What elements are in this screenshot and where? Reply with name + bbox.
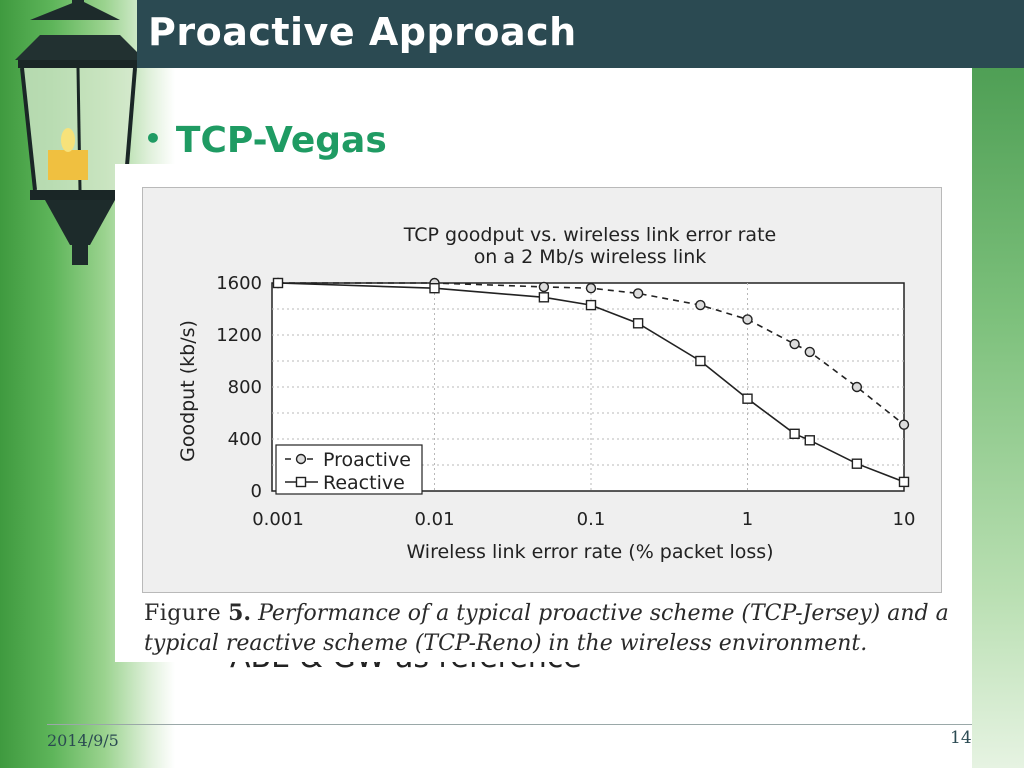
reactive-point [789,428,800,439]
reactive-point [851,458,863,469]
chart-title-line2: on a 2 Mb/s wireless link [474,246,707,268]
y-tick-label: 0 [251,481,262,502]
x-tick-label: 0.1 [577,509,606,530]
reactive-point [272,277,284,289]
reactive-point [429,283,440,294]
reactive-point [898,476,910,488]
reactive-legend-label: Reactive [323,472,405,494]
slide-title: Proactive Approach [148,10,577,54]
footer-date: 2014/9/5 [47,731,119,750]
reactive-point [538,292,550,303]
proactive-point [585,283,597,294]
proactive-legend-marker [295,453,307,465]
figure-caption: Figure 5. Performance of a typical proac… [144,598,964,659]
proactive-point [804,346,815,358]
y-tick-label: 800 [228,377,262,398]
y-tick-label: 1600 [216,273,262,294]
proactive-point [538,281,550,293]
right-decorative-band [972,68,1024,768]
x-tick-label: 10 [893,509,916,530]
reactive-point [742,393,753,404]
footer-divider [47,724,972,725]
y-tick-label: 400 [228,429,262,450]
proactive-point [898,419,910,430]
figure-number: 5. [228,600,252,626]
x-tick-label: 0.01 [414,509,454,530]
page-number: 14 [950,728,972,748]
bullet-text: TCP-Vegas [175,120,387,161]
figure-caption-text: Performance of a typical proactive schem… [144,601,949,656]
reactive-point [585,299,597,311]
reactive-legend-marker [295,476,307,488]
x-tick-label: 0.001 [252,509,304,530]
proactive-point [851,381,863,393]
proactive-point [742,314,753,325]
reactive-point [695,355,706,367]
bullet-dot: • [144,122,162,155]
x-axis-label: Wireless link error rate (% packet loss) [406,541,773,563]
proactive-legend-label: Proactive [323,449,411,471]
x-tick-label: 1 [742,509,753,530]
reactive-point [632,318,644,329]
reactive-point [804,435,815,446]
chart-title-line1: TCP goodput vs. wireless link error rate [403,224,776,246]
proactive-point [632,288,644,299]
y-tick-label: 1200 [216,325,262,346]
title-bar [137,0,1024,68]
y-axis-label: Goodput (kb/s) [177,320,199,462]
figure-label: Figure [144,601,222,626]
proactive-point [789,338,800,350]
proactive-point [695,299,706,311]
bullet-item: • TCP-Vegas [144,120,387,161]
